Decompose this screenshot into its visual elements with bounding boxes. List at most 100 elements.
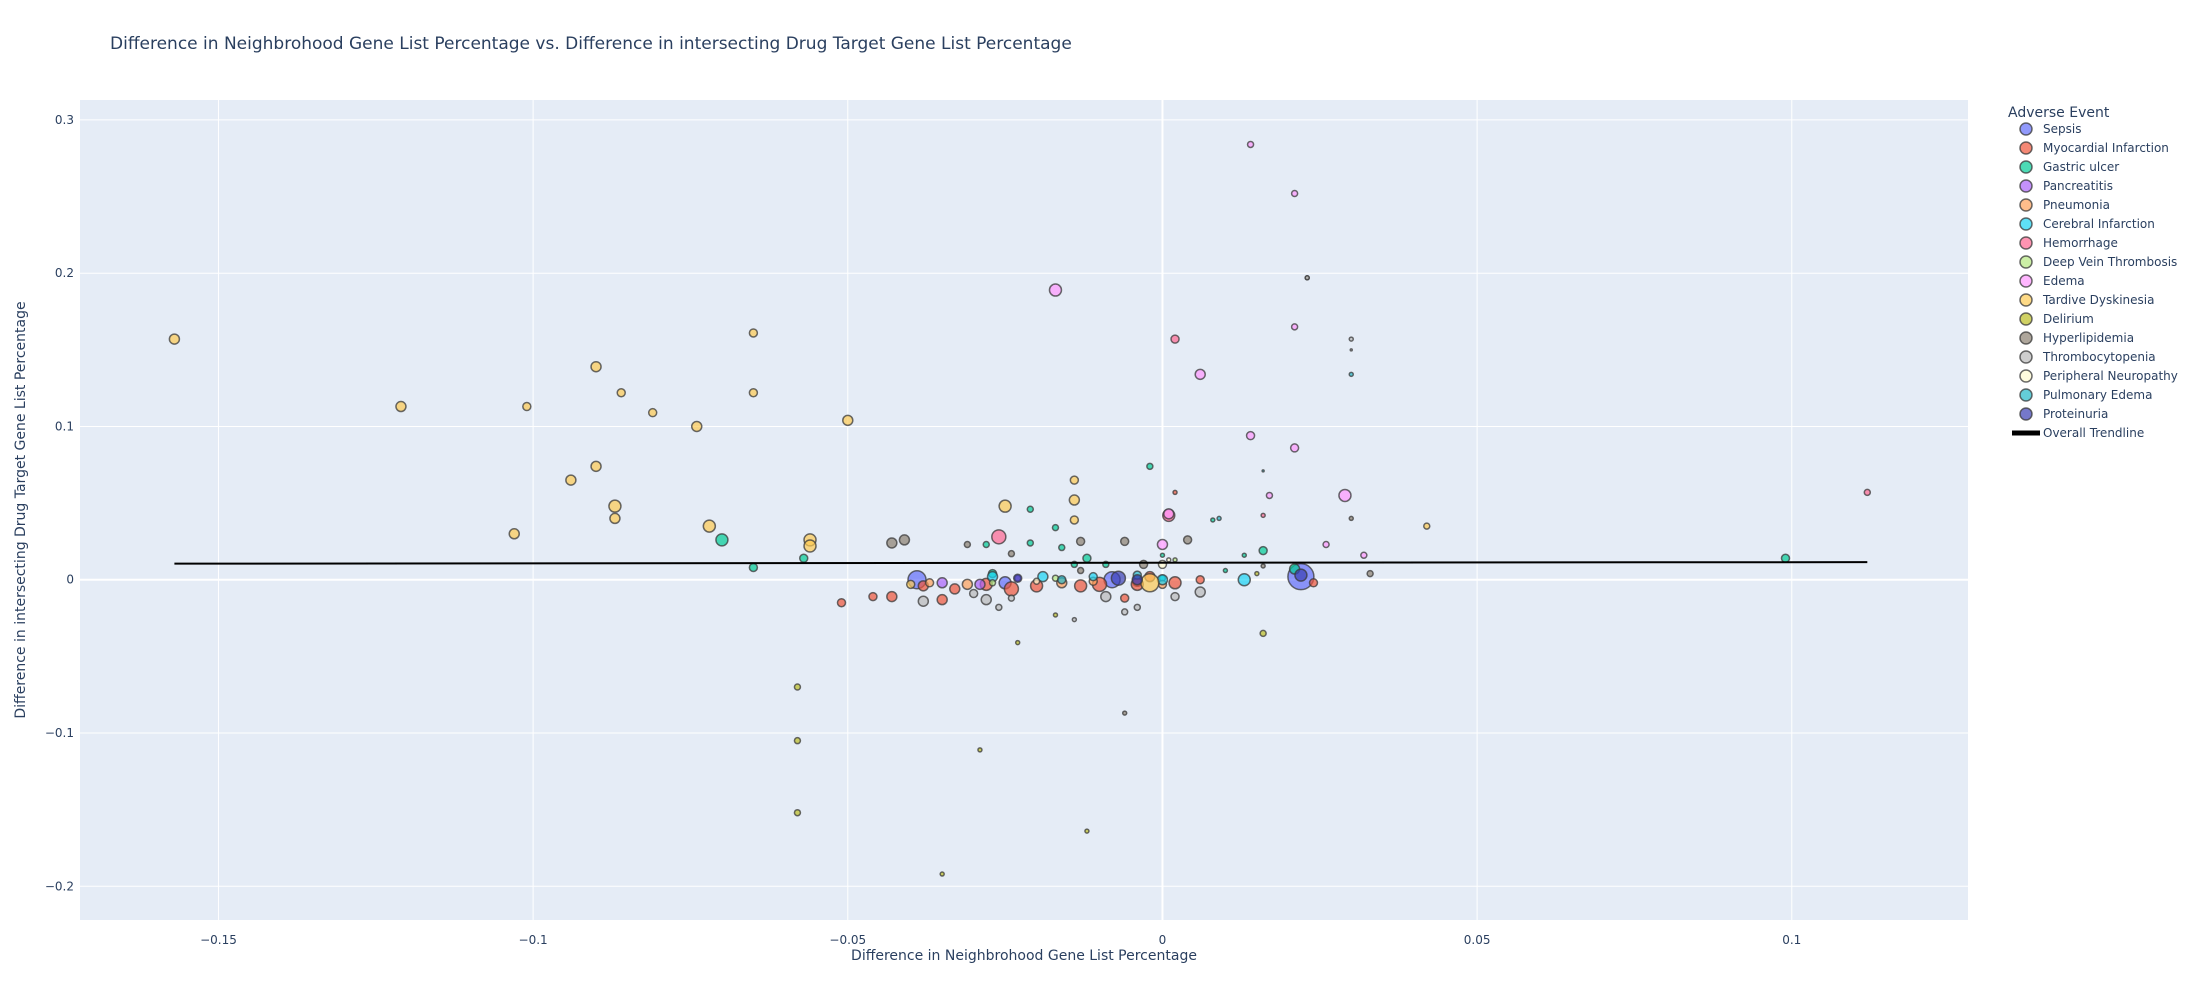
data-point: [1780, 553, 1791, 564]
legend-label: Pancreatitis: [2043, 179, 2113, 193]
data-point: [748, 328, 759, 338]
legend-item[interactable]: Deep Vein Thrombosis: [2019, 255, 2177, 269]
data-point: [1140, 573, 1160, 593]
data-point: [395, 400, 407, 413]
data-point: [1290, 323, 1299, 331]
legend-marker: [2019, 407, 2033, 421]
data-point: [1194, 586, 1206, 598]
data-point: [1007, 549, 1016, 558]
legend-item[interactable]: Pancreatitis: [2019, 179, 2113, 193]
y-tick-label: 0.3: [55, 113, 74, 127]
legend-title: Adverse Event: [2008, 105, 2110, 121]
legend-item[interactable]: Cerebral Infarction: [2019, 217, 2155, 231]
data-point: [991, 529, 1007, 545]
x-tick-label: −0.15: [200, 933, 237, 947]
legend-marker: [2019, 274, 2033, 288]
legend-marker: [2019, 255, 2033, 269]
data-point: [1168, 576, 1182, 590]
data-point: [1241, 552, 1248, 558]
data-point: [1265, 491, 1274, 500]
data-point: [702, 519, 717, 533]
legend-label: Gastric ulcer: [2043, 160, 2119, 174]
legend-item-trendline[interactable]: Overall Trendline: [2012, 426, 2144, 440]
legend-item[interactable]: Tardive Dyskinesia: [2019, 293, 2154, 307]
data-point: [842, 414, 854, 427]
legend-marker: [2019, 293, 2033, 307]
data-point: [1069, 515, 1080, 525]
legend-item[interactable]: Pulmonary Edema: [2019, 388, 2152, 402]
data-point: [1261, 469, 1265, 473]
legend-label: Overall Trendline: [2043, 426, 2144, 440]
legend-label: Tardive Dyskinesia: [2042, 293, 2154, 307]
legend-marker: [2019, 350, 2033, 364]
legend-marker: [2019, 331, 2033, 345]
data-point: [1294, 568, 1308, 582]
legend-item[interactable]: Thrombocytopenia: [2019, 350, 2156, 364]
y-tick-label: 0.2: [55, 266, 74, 280]
data-point: [1162, 508, 1175, 520]
data-point: [565, 474, 577, 486]
legend-label: Proteinuria: [2043, 407, 2108, 421]
data-point: [1322, 540, 1330, 549]
legend-item[interactable]: Sepsis: [2019, 122, 2081, 136]
data-point: [647, 407, 658, 418]
data-point: [1068, 494, 1081, 506]
legend-marker: [2019, 122, 2033, 136]
data-point: [836, 597, 847, 608]
x-tick-label: −0.05: [829, 933, 866, 947]
data-point: [508, 528, 520, 540]
legend-item[interactable]: Delirium: [2019, 312, 2094, 326]
legend-item[interactable]: Pneumonia: [2019, 198, 2110, 212]
legend-item[interactable]: Hemorrhage: [2019, 236, 2118, 250]
data-point: [690, 420, 703, 433]
data-point: [980, 593, 992, 606]
legend-item[interactable]: Myocardial Infarction: [2019, 141, 2169, 155]
legend-item[interactable]: Hyperlipidemia: [2019, 331, 2134, 345]
data-point: [1260, 512, 1266, 519]
data-point: [609, 512, 621, 525]
data-points: [168, 140, 1872, 877]
legend-label: Hemorrhage: [2043, 236, 2118, 250]
data-point: [798, 553, 809, 564]
legend-item[interactable]: Peripheral Neuropathy: [2019, 369, 2178, 383]
data-point: [1246, 140, 1255, 149]
x-tick-label: 0.1: [1782, 933, 1801, 947]
data-point: [1338, 488, 1352, 503]
data-point: [963, 540, 972, 549]
data-point: [1237, 572, 1252, 587]
data-point: [1069, 475, 1080, 485]
data-point: [1170, 591, 1180, 602]
legend-marker: [2019, 312, 2033, 326]
data-point: [1138, 559, 1149, 570]
legend-item[interactable]: Edema: [2019, 274, 2085, 288]
data-point: [1348, 515, 1355, 522]
y-axis-ticks: −0.2 −0.1 0 0.1 0.2 0.3: [45, 113, 74, 893]
legend-item[interactable]: Proteinuria: [2019, 407, 2108, 421]
data-point: [1348, 336, 1355, 342]
data-point: [1245, 430, 1256, 441]
plot-background: [80, 100, 1968, 920]
x-tick-label: −0.1: [519, 933, 548, 947]
data-point: [590, 360, 602, 373]
legend-label: Deep Vein Thrombosis: [2043, 255, 2177, 269]
data-point: [1156, 538, 1169, 551]
y-tick-label: −0.1: [45, 726, 74, 740]
data-point: [961, 578, 974, 591]
data-point: [1172, 489, 1178, 496]
data-point: [905, 579, 916, 590]
legend-label: Cerebral Infarction: [2043, 217, 2155, 231]
data-point: [1026, 505, 1035, 513]
data-point: [522, 401, 532, 412]
legend-label: Edema: [2043, 274, 2085, 288]
legend[interactable]: Adverse Event Sepsis Myocardial Infarctio…: [2008, 105, 2178, 440]
legend-marker: [2019, 236, 2033, 250]
x-tick-label: 0: [1159, 933, 1167, 947]
legend-label: Pneumonia: [2043, 198, 2110, 212]
data-point: [1289, 443, 1300, 453]
data-point: [886, 537, 898, 549]
data-point: [1084, 828, 1090, 834]
data-point: [936, 593, 948, 606]
data-point: [1210, 517, 1216, 523]
data-point: [748, 387, 759, 398]
legend-item[interactable]: Gastric ulcer: [2019, 160, 2119, 174]
